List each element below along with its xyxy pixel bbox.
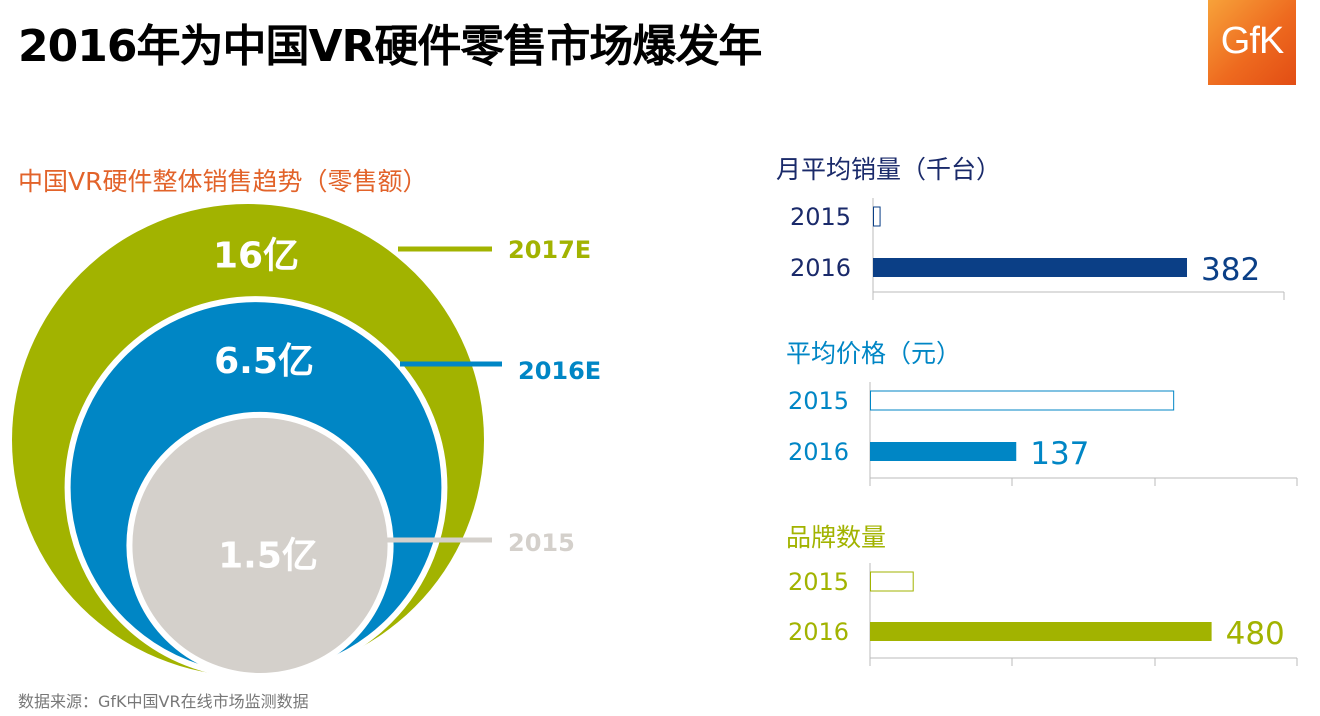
bubble-value-label: 16亿: [213, 236, 299, 277]
bar-chart-title: 平均价格（元）: [786, 339, 961, 368]
bar-category-label: 2015: [788, 568, 849, 596]
bar-2015: [873, 206, 881, 227]
bubble-series-label: 2017E: [508, 236, 591, 264]
data-source-note: 数据来源：GfK中国VR在线市场监测数据: [18, 692, 309, 711]
bubble-chart-title: 中国VR硬件整体销售趋势（零售额）: [18, 167, 428, 196]
bar-2016: [870, 442, 1017, 461]
bar-2016: [873, 258, 1188, 277]
page-title: 2016年为中国VR硬件零售市场爆发年: [18, 21, 762, 72]
bar-2016: [870, 622, 1212, 641]
bar-chart-title: 品牌数量: [786, 523, 886, 552]
bar-value-label: 382: [1201, 252, 1260, 288]
bar-category-label: 2016: [790, 254, 851, 282]
bubble-value-label: 1.5亿: [218, 535, 318, 576]
bubble-series-label: 2015: [508, 529, 575, 557]
bar-category-label: 2015: [788, 387, 849, 415]
bubble-value-label: 6.5亿: [214, 341, 314, 382]
bar-2015: [870, 390, 1175, 411]
bubble-2015: [126, 411, 394, 680]
bar-category-label: 2016: [788, 438, 849, 466]
bar-value-label: 137: [1030, 436, 1089, 472]
bar-category-label: 2015: [790, 203, 851, 231]
gfk-logo-text: GfK: [1220, 20, 1284, 62]
bubble-series-label: 2016E: [518, 357, 601, 385]
bar-2015: [870, 571, 914, 592]
bar-category-label: 2016: [788, 618, 849, 646]
gfk-logo: GfK: [1208, 0, 1296, 85]
bar-value-label: 480: [1226, 616, 1285, 652]
bar-chart-title: 月平均销量（千台）: [776, 155, 1001, 184]
